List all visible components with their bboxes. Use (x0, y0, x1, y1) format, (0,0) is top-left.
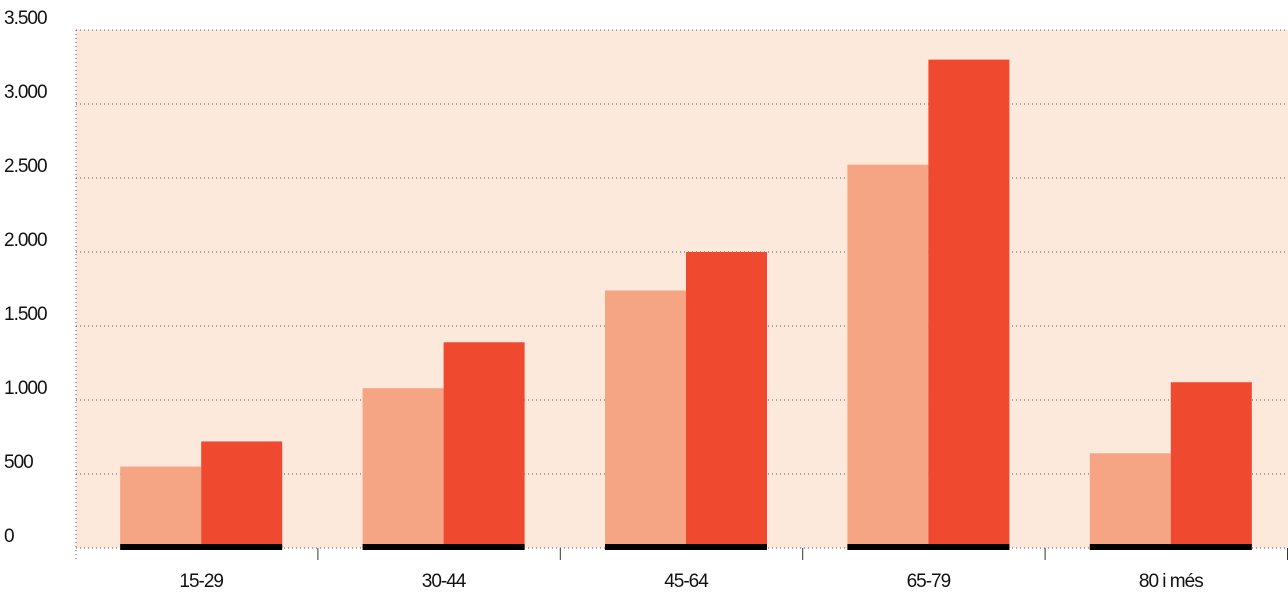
y-tick-label: 1.500 (4, 304, 47, 325)
bar (686, 252, 767, 548)
y-tick-label: 500 (4, 452, 33, 473)
bar (1089, 453, 1171, 548)
y-tick-label: 0 (4, 526, 14, 547)
x-tick-label: 80 i més (1139, 571, 1203, 592)
bar (201, 441, 283, 548)
x-tick-label: 30-44 (422, 571, 467, 592)
x-tick-label: 65-79 (907, 571, 951, 592)
bar (847, 164, 929, 548)
y-tick-label: 2.500 (4, 156, 47, 177)
bar (120, 466, 202, 548)
y-tick-label: 3.500 (4, 8, 47, 29)
baseline-bar (362, 544, 525, 550)
baseline-bar (120, 544, 283, 550)
y-tick-label: 2.000 (4, 230, 47, 251)
bar (928, 59, 1010, 548)
y-tick-label: 1.000 (4, 378, 47, 399)
bar (1170, 382, 1252, 548)
y-tick-label: 3.000 (4, 82, 47, 103)
bar (443, 342, 525, 548)
baseline-bar (1089, 544, 1252, 550)
x-tick-label: 15-29 (179, 571, 223, 592)
x-tick-label: 45-64 (664, 571, 709, 592)
baseline-bar (847, 544, 1010, 550)
baseline-bar (605, 544, 767, 550)
bar (605, 290, 686, 548)
bar (362, 388, 444, 548)
